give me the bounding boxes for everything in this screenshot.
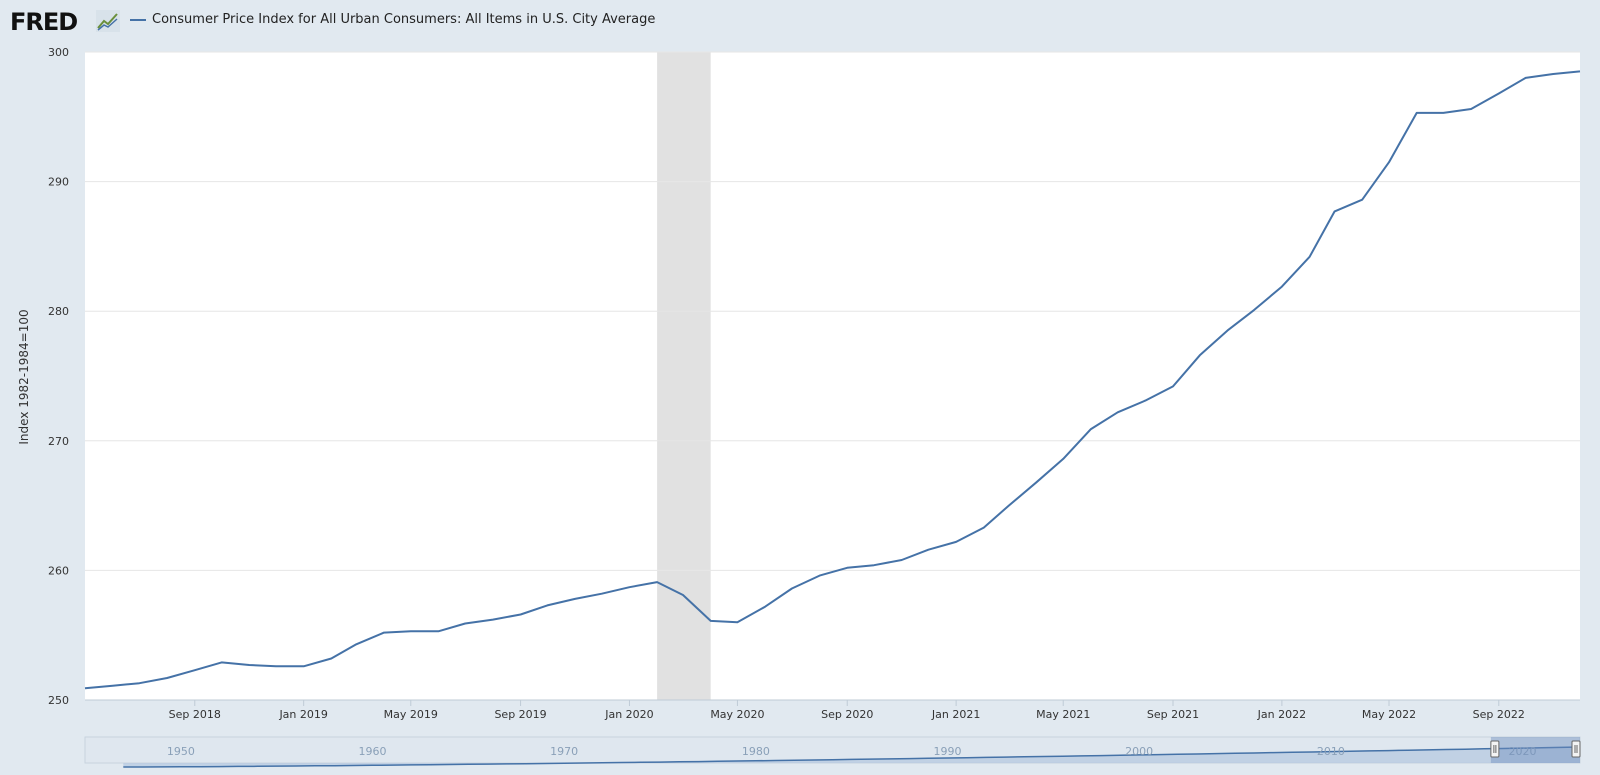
navigator-line <box>123 746 1581 768</box>
legend-swatch <box>130 18 146 21</box>
plot-area: 250 260 270 280 290 300 Sep 2018 Jan 2019 May 20… <box>48 46 1581 721</box>
x-tick-label: May 2020 <box>710 708 764 721</box>
navigator-area <box>123 747 1580 767</box>
navigator-handle-right[interactable] <box>1571 740 1581 758</box>
navigator-handle-left[interactable] <box>1490 740 1500 758</box>
x-tick-label: Sep 2018 <box>169 708 221 721</box>
navigator-selection[interactable] <box>1490 737 1580 763</box>
chart-legend[interactable]: Consumer Price Index for All Urban Consu… <box>130 12 655 27</box>
y-tick-label: 290 <box>48 176 69 189</box>
navigator-tick-label: 2000 <box>1125 745 1153 758</box>
x-tick-label: Sep 2019 <box>494 708 546 721</box>
x-tick-label: Sep 2020 <box>821 708 873 721</box>
x-tick-label: Sep 2021 <box>1147 708 1199 721</box>
navigator-tick-label: 1980 <box>742 745 770 758</box>
fred-logo[interactable]: FRED <box>10 8 78 36</box>
x-tick-label: Sep 2022 <box>1473 708 1525 721</box>
y-axis-label: Index 1982-1984=100 <box>17 309 31 444</box>
x-tick-label: Jan 2021 <box>931 708 980 721</box>
x-tick-label: Jan 2022 <box>1257 708 1306 721</box>
navigator-tick-label: 1990 <box>934 745 962 758</box>
y-tick-label: 280 <box>48 305 69 318</box>
x-tick-label: Jan 2020 <box>604 708 653 721</box>
x-tick-label: May 2021 <box>1036 708 1090 721</box>
y-tick-label: 260 <box>48 564 69 577</box>
x-tick-label: May 2019 <box>384 708 438 721</box>
plot-background <box>85 52 1580 700</box>
navigator-tick-label: 1960 <box>359 745 387 758</box>
navigator-tick-label: 2010 <box>1317 745 1345 758</box>
fred-graph-icon <box>96 10 120 32</box>
navigator-tick-label: 2020 <box>1509 745 1537 758</box>
range-navigator[interactable]: 1950 1960 1970 1980 1990 2000 2010 2020 <box>84 736 1581 768</box>
navigator-tick-label: 1970 <box>550 745 578 758</box>
x-tick-label: Jan 2019 <box>278 708 327 721</box>
recession-band <box>657 52 711 700</box>
y-tick-label: 250 <box>48 694 69 707</box>
y-tick-label: 270 <box>48 435 69 448</box>
y-tick-label: 300 <box>48 46 69 59</box>
navigator-tick-label: 1950 <box>167 745 195 758</box>
x-tick-label: May 2022 <box>1362 708 1416 721</box>
series-line <box>84 70 1581 690</box>
legend-label: Consumer Price Index for All Urban Consu… <box>152 12 656 27</box>
